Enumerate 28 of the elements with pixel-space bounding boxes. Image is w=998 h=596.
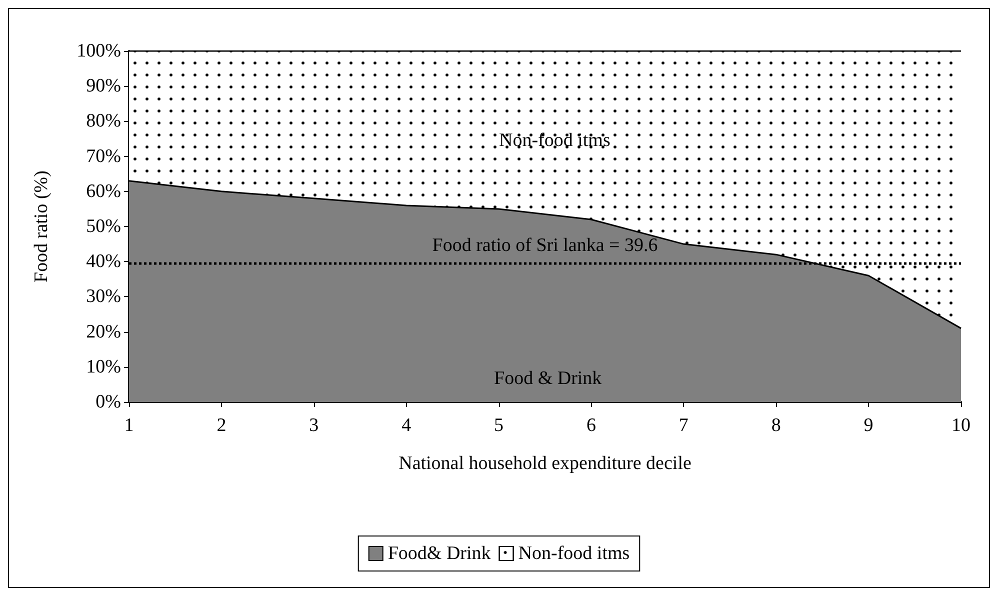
x-tick-label: 2 — [216, 415, 226, 436]
x-tick-label: 5 — [494, 415, 504, 436]
legend-label: Food& Drink — [388, 543, 492, 564]
y-tick-label: 20% — [86, 321, 122, 342]
y-tick-label: 50% — [86, 216, 122, 237]
x-tick-label: 7 — [678, 415, 688, 436]
y-tick-label: 80% — [86, 110, 122, 132]
y-tick-label: 90% — [86, 76, 122, 97]
x-tick-label: 4 — [402, 415, 412, 436]
y-axis-title: Food ratio (%) — [31, 170, 52, 282]
x-axis-title: National household expenditure decile — [398, 453, 692, 474]
y-tick-label: 10% — [86, 356, 122, 378]
x-tick-label: 3 — [309, 415, 319, 436]
x-tick-label: 9 — [864, 415, 874, 436]
y-tick-label: 70% — [86, 146, 122, 167]
ref-line-label: Food ratio of Sri lanka = 39.6 — [432, 235, 658, 256]
annotation: Non-food itms — [499, 130, 610, 151]
y-tick-label: 40% — [86, 251, 122, 272]
y-tick-label: 60% — [86, 180, 122, 202]
y-tick-label: 0% — [96, 392, 122, 412]
x-tick-label: 8 — [771, 415, 781, 436]
x-tick-label: 6 — [586, 415, 596, 436]
y-tick-label: 30% — [86, 286, 122, 308]
legend-label: Non-food itms — [518, 543, 630, 564]
x-tick-label: 10 — [952, 415, 970, 436]
y-tick-label: 100% — [76, 40, 122, 62]
x-tick-label: 1 — [124, 415, 134, 436]
annotation: Food & Drink — [494, 368, 602, 389]
